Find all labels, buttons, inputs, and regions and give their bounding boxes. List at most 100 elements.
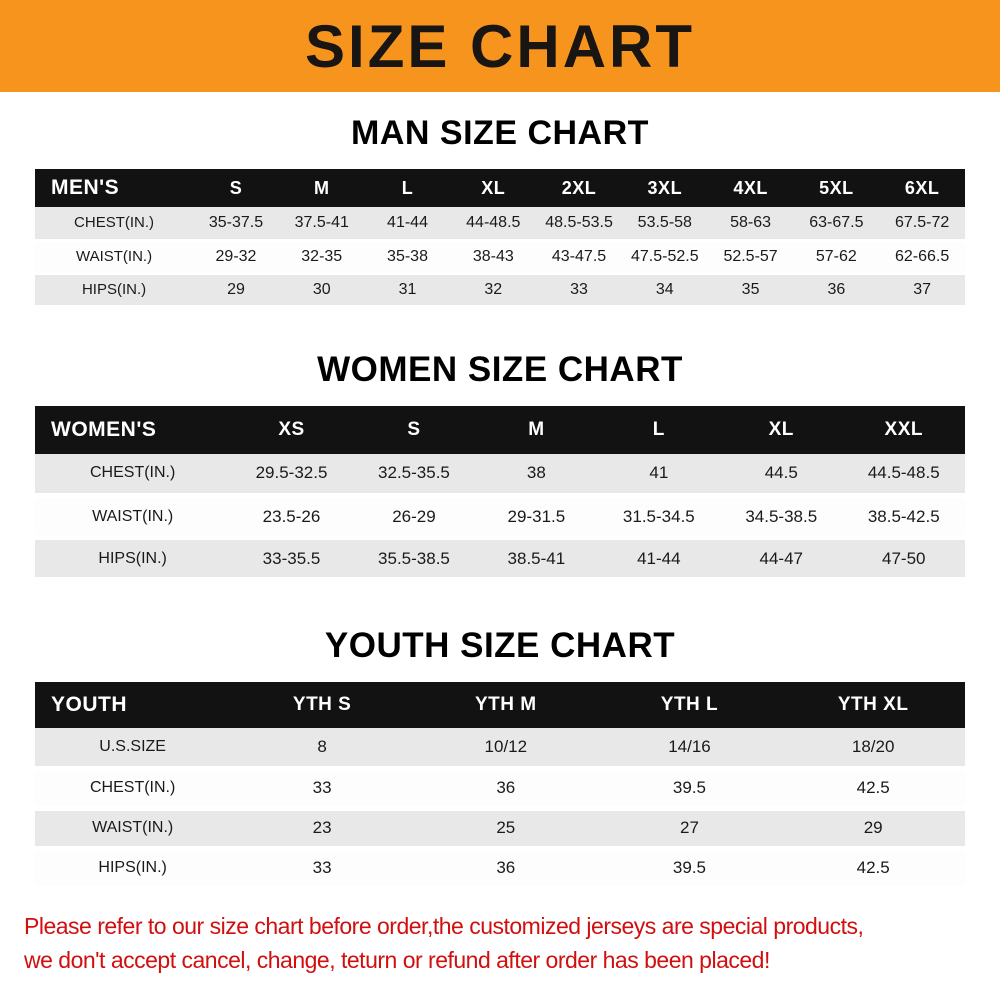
- size-cell: 48.5-53.5: [536, 207, 622, 242]
- column-header: YTH L: [597, 682, 782, 728]
- column-header: XL: [450, 169, 537, 207]
- row-label: HIPS(IN.): [35, 848, 231, 891]
- table-row: WAIST(IN.) 29-32 32-35 35-38 38-43 43-47.5 47.…: [35, 240, 965, 275]
- size-cell: 38.5-42.5: [842, 495, 965, 540]
- size-cell: 44-47: [720, 537, 843, 582]
- size-cell: 53.5-58: [621, 207, 708, 242]
- column-header: YTH S: [230, 682, 414, 728]
- size-cell: 42.5: [781, 848, 965, 891]
- column-header: 6XL: [879, 169, 965, 207]
- size-cell: 38: [475, 453, 598, 498]
- size-cell: 23.5-26: [230, 495, 353, 540]
- size-cell: 34: [621, 273, 708, 308]
- size-cell: 67.5-72: [879, 207, 965, 242]
- size-cell: 35-37.5: [193, 207, 279, 242]
- women-section-heading: WOMEN SIZE CHART: [317, 349, 683, 389]
- table-title-cell: YOUTH: [35, 682, 231, 728]
- column-header: 2XL: [536, 169, 622, 207]
- size-cell: 32.5-35.5: [352, 453, 476, 498]
- row-label: WAIST(IN.): [35, 240, 194, 275]
- table-row: HIPS(IN.) 33 36 39.5 42.5: [35, 848, 965, 891]
- women-size-table: WOMEN'S XS S M L XL XXL CHEST(IN.) 29.5-32.5 32.5…: [35, 405, 965, 582]
- size-cell: 36: [793, 273, 880, 308]
- size-cell: 33-35.5: [230, 537, 353, 582]
- row-label: WAIST(IN.): [35, 495, 231, 540]
- size-cell: 57-62: [793, 240, 880, 275]
- row-label: WAIST(IN.): [35, 808, 231, 851]
- table-row: WAIST(IN.) 23 25 27 29: [35, 808, 965, 851]
- size-cell: 63-67.5: [793, 207, 880, 242]
- size-cell: 18/20: [781, 728, 965, 771]
- size-cell: 33: [536, 273, 622, 308]
- column-header: XS: [230, 405, 353, 454]
- row-label: HIPS(IN.): [35, 273, 194, 308]
- size-cell: 58-63: [707, 207, 794, 242]
- size-cell: 47.5-52.5: [621, 240, 708, 275]
- men-size-table: MEN'S S M L XL 2XL 3XL 4XL 5XL 6XL CHEST(IN.) 35-37…: [35, 169, 965, 308]
- row-label: CHEST(IN.): [35, 453, 231, 498]
- size-cell: 41-44: [597, 537, 721, 582]
- size-cell: 26-29: [352, 495, 476, 540]
- column-header: YTH XL: [781, 682, 965, 728]
- size-cell: 44.5: [720, 453, 843, 498]
- column-header: S: [193, 169, 279, 207]
- row-label: CHEST(IN.): [35, 768, 231, 811]
- size-cell: 32: [450, 273, 537, 308]
- header-row: WOMEN'S XS S M L XL XXL: [35, 405, 965, 454]
- table-row: CHEST(IN.) 35-37.5 37.5-41 41-44 44-48.5 48.5…: [35, 207, 965, 242]
- size-cell: 37: [879, 273, 965, 308]
- page-title: SIZE CHART: [305, 12, 695, 80]
- size-cell: 37.5-41: [278, 207, 365, 242]
- column-header: XL: [720, 405, 843, 454]
- column-header: 5XL: [793, 169, 880, 207]
- table-title-cell: MEN'S: [35, 169, 194, 207]
- size-cell: 35.5-38.5: [352, 537, 476, 582]
- row-label: U.S.SIZE: [35, 728, 231, 771]
- column-header: 3XL: [621, 169, 708, 207]
- table-row: CHEST(IN.) 33 36 39.5 42.5: [35, 768, 965, 811]
- size-chart-page: SIZE CHART MAN SIZE CHART MEN'S S M L XL 2XL 3…: [0, 0, 1000, 974]
- size-cell: 31: [364, 273, 451, 308]
- size-cell: 36: [413, 848, 598, 891]
- size-cell: 32-35: [278, 240, 365, 275]
- size-cell: 62-66.5: [879, 240, 965, 275]
- size-cell: 33: [230, 768, 414, 811]
- youth-section-heading: YOUTH SIZE CHART: [324, 626, 676, 665]
- size-cell: 23: [230, 808, 414, 851]
- column-header: L: [597, 405, 721, 454]
- men-section-heading: MAN SIZE CHART: [351, 114, 649, 152]
- size-cell: 36: [413, 768, 598, 811]
- table-title-cell: WOMEN'S: [35, 405, 231, 454]
- size-cell: 52.5-57: [707, 240, 794, 275]
- size-cell: 29.5-32.5: [230, 453, 353, 498]
- size-cell: 35-38: [364, 240, 451, 275]
- size-cell: 41: [597, 453, 721, 498]
- size-cell: 38.5-41: [475, 537, 598, 582]
- size-cell: 44.5-48.5: [842, 453, 965, 498]
- row-label: CHEST(IN.): [35, 207, 194, 242]
- table-row: U.S.SIZE 8 10/12 14/16 18/20: [35, 728, 965, 771]
- table-row: HIPS(IN.) 33-35.5 35.5-38.5 38.5-41 41-44 44-…: [35, 537, 965, 582]
- footer-notice: Please refer to our size chart before or…: [0, 913, 1000, 974]
- size-cell: 27: [597, 808, 782, 851]
- notice-line-2: we don't accept cancel, change, teturn o…: [24, 946, 770, 973]
- size-cell: 42.5: [781, 768, 965, 811]
- size-cell: 29: [193, 273, 279, 308]
- size-cell: 29-32: [193, 240, 279, 275]
- youth-size-section: YOUTH SIZE CHART YOUTH YTH S YTH M YTH L YTH…: [0, 626, 1000, 891]
- table-row: WAIST(IN.) 23.5-26 26-29 29-31.5 31.5-34.5 34…: [35, 495, 965, 540]
- header-row: YOUTH YTH S YTH M YTH L YTH XL: [35, 682, 965, 728]
- column-header: YTH M: [413, 682, 598, 728]
- women-size-section: WOMEN SIZE CHART WOMEN'S XS S M L XL XXL CHEST(…: [0, 349, 1000, 582]
- banner: SIZE CHART: [0, 0, 1000, 92]
- size-cell: 14/16: [597, 728, 782, 771]
- size-cell: 30: [278, 273, 365, 308]
- row-label: HIPS(IN.): [35, 537, 231, 582]
- column-header: M: [278, 169, 365, 207]
- column-header: 4XL: [707, 169, 794, 207]
- column-header: XXL: [842, 405, 965, 454]
- size-cell: 39.5: [597, 768, 782, 811]
- men-size-section: MAN SIZE CHART MEN'S S M L XL 2XL 3XL 4XL 5XL 6XL…: [0, 114, 1000, 308]
- size-cell: 29: [781, 808, 965, 851]
- notice-line-1: Please refer to our size chart before or…: [24, 912, 864, 939]
